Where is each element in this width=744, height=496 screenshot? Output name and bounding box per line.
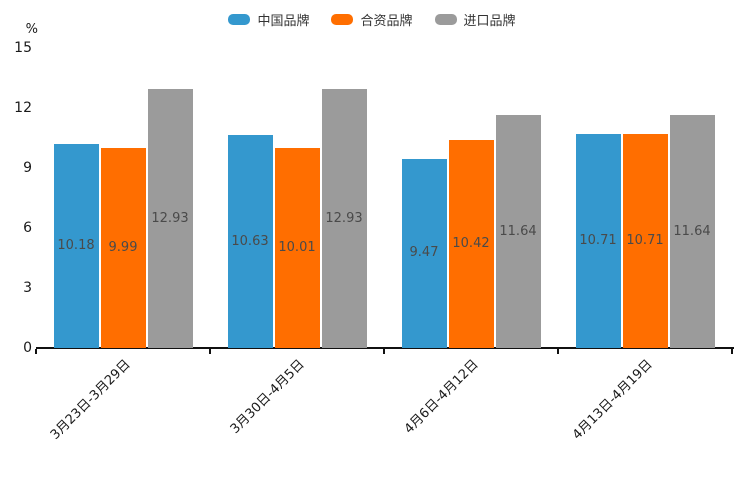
- bar[interactable]: [622, 133, 668, 348]
- bar-value-label: 11.64: [499, 223, 537, 239]
- x-axis-category-label: 4月13日-4月19日: [569, 357, 656, 443]
- x-axis-tick: [383, 349, 385, 354]
- x-axis-tick: [731, 349, 733, 354]
- bar[interactable]: [53, 144, 99, 348]
- bar[interactable]: [147, 89, 193, 348]
- bar-value-label: 9.47: [409, 245, 439, 261]
- y-axis-tick-label: 0: [23, 340, 32, 356]
- bar[interactable]: [448, 139, 494, 348]
- legend-marker-icon: [434, 14, 457, 25]
- bar-value-label: 12.93: [151, 210, 189, 226]
- bar[interactable]: [401, 158, 447, 348]
- y-axis-tick-label: 12: [14, 100, 32, 116]
- legend-marker-icon: [331, 14, 354, 25]
- bar-value-label: 10.63: [231, 233, 269, 249]
- legend-item-joint-venture-brand[interactable]: 合资品牌: [331, 10, 413, 29]
- legend-item-import-brand[interactable]: 进口品牌: [434, 10, 516, 29]
- bar-value-label: 9.99: [108, 240, 138, 256]
- y-axis-tick-label: 9: [23, 160, 32, 176]
- y-axis-tick-label: 3: [23, 280, 32, 296]
- bar[interactable]: [575, 133, 621, 348]
- legend-marker-icon: [228, 14, 251, 25]
- x-axis-category-label: 3月23日-3月29日: [47, 357, 134, 443]
- bar[interactable]: [495, 115, 541, 348]
- bar-value-label: 10.01: [278, 239, 316, 255]
- bar-value-label: 10.18: [57, 238, 95, 254]
- bar-value-label: 12.93: [325, 210, 363, 226]
- bar[interactable]: [321, 89, 367, 348]
- x-axis-category-label: 4月6日-4月12日: [401, 357, 482, 437]
- x-axis-tick: [35, 349, 37, 354]
- x-axis-line: [36, 347, 734, 349]
- x-axis-tick: [557, 349, 559, 354]
- bar-value-label: 10.42: [452, 235, 490, 251]
- bar-value-label: 10.71: [579, 232, 617, 248]
- x-axis-category-label: 3月30日-4月5日: [227, 357, 308, 437]
- legend-label: 合资品牌: [360, 14, 413, 29]
- chart-legend: 中国品牌 合资品牌 进口品牌: [0, 10, 744, 29]
- bar[interactable]: [100, 148, 146, 348]
- legend-label: 中国品牌: [257, 14, 310, 29]
- bar-value-label: 10.71: [626, 232, 664, 248]
- x-axis-tick: [209, 349, 211, 354]
- y-axis-unit-label: %: [25, 22, 38, 37]
- bar[interactable]: [669, 115, 715, 348]
- bar[interactable]: [274, 147, 320, 348]
- legend-label: 进口品牌: [463, 14, 516, 29]
- bar[interactable]: [227, 135, 273, 348]
- bar-value-label: 11.64: [673, 223, 711, 239]
- y-axis-tick-label: 6: [23, 220, 32, 236]
- y-axis-tick-label: 15: [14, 40, 32, 56]
- legend-item-china-brand[interactable]: 中国品牌: [228, 10, 309, 29]
